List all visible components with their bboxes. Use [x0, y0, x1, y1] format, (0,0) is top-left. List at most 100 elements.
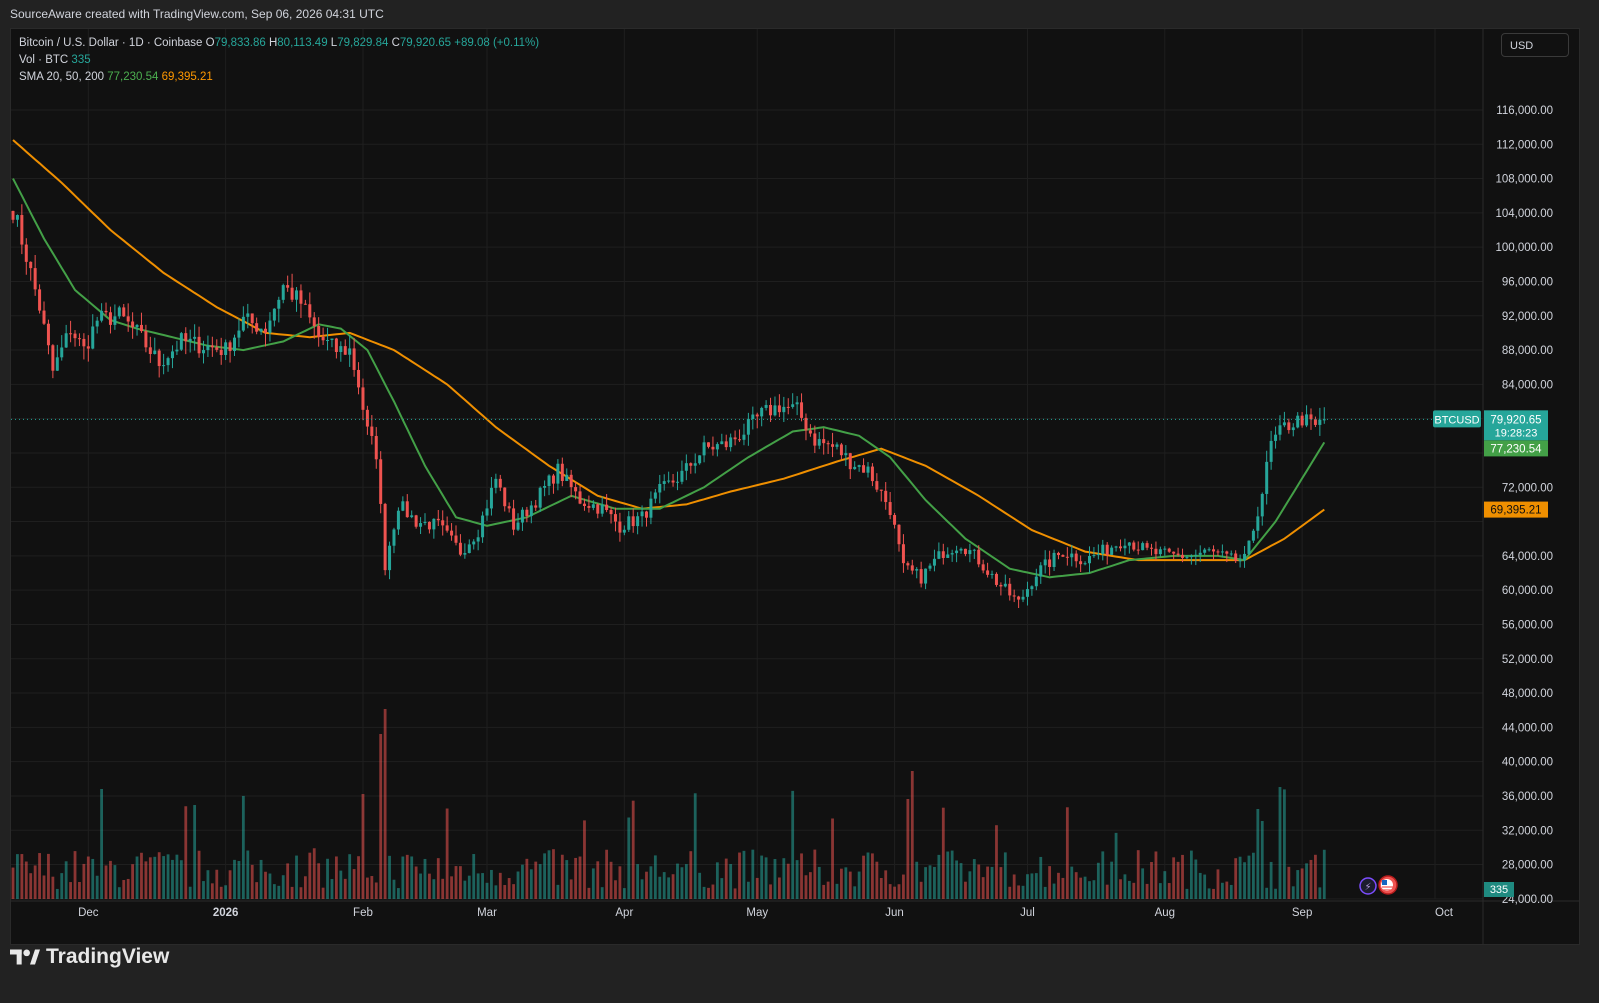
volume-bar: [512, 884, 515, 899]
candle-body: [77, 338, 81, 340]
volume-bar: [1322, 849, 1326, 899]
candle-body: [201, 350, 205, 354]
candle-body: [853, 466, 857, 470]
candle: [853, 461, 857, 470]
candle: [1052, 549, 1056, 572]
candle: [596, 503, 600, 519]
candle: [1322, 407, 1326, 424]
tradingview-brand[interactable]: TradingView: [10, 945, 169, 969]
volume-bar: [738, 852, 741, 899]
candle-body: [857, 465, 861, 467]
volume-bar: [388, 855, 391, 899]
candle-body: [755, 414, 759, 417]
candle: [1260, 492, 1264, 526]
candle: [1189, 554, 1193, 565]
volume-bar: [924, 867, 927, 899]
candle: [268, 312, 272, 342]
volume-bar: [334, 856, 338, 899]
candle-body: [1039, 565, 1043, 577]
candle: [875, 473, 879, 493]
candle-body: [671, 480, 675, 483]
volume-bar: [782, 858, 786, 899]
candle: [1282, 411, 1286, 428]
volume-bar: [91, 858, 95, 899]
candle-body: [388, 545, 392, 571]
candle: [556, 459, 560, 491]
candle-body: [738, 439, 742, 441]
legend-ohlc-row: Bitcoin / U.S. Dollar · 1D · Coinbase O7…: [19, 35, 539, 52]
candle-body: [1158, 549, 1162, 555]
volume-label[interactable]: Vol · BTC: [19, 54, 69, 66]
volume-bar: [560, 854, 564, 899]
volume-bar: [1300, 868, 1304, 899]
volume-bar: [853, 886, 857, 899]
volume-bar: [1225, 881, 1229, 899]
volume-bar: [1260, 821, 1264, 899]
candle: [312, 312, 316, 339]
candle-body: [498, 478, 502, 488]
candle-body: [450, 530, 454, 536]
candle-body: [613, 514, 617, 522]
volume-bar: [999, 867, 1003, 899]
volume-bar: [450, 876, 453, 899]
candle: [910, 559, 914, 575]
price-tick-label: 24,000.00: [1502, 894, 1553, 906]
candle: [560, 457, 564, 487]
price-chart[interactable]: 116,000.00 112,000.00 108,000.00 104,000.00…: [11, 29, 1579, 944]
candle: [157, 348, 161, 378]
candle-body: [401, 501, 405, 511]
candle: [644, 510, 648, 527]
price-tick-label: 96,000.00: [1502, 276, 1553, 288]
candle: [166, 356, 170, 372]
volume-bar: [1265, 887, 1269, 899]
candle: [82, 333, 86, 360]
candle: [622, 525, 626, 536]
candle: [884, 482, 888, 510]
candle-body: [875, 481, 879, 490]
volume-bar: [264, 871, 267, 899]
volume-bar: [1065, 807, 1069, 899]
volume-bar: [800, 853, 803, 899]
candle-body: [1243, 553, 1247, 561]
candle: [808, 424, 812, 437]
currency-button[interactable]: USD: [1501, 33, 1569, 57]
chart-panel[interactable]: 116,000.00 112,000.00 108,000.00 104,000.00…: [10, 28, 1580, 945]
candle-body: [800, 402, 804, 418]
volume-value: 335: [71, 54, 91, 66]
sma-label[interactable]: SMA 20, 50, 200: [19, 71, 105, 83]
candle-body: [86, 346, 90, 349]
volume-bar: [507, 878, 511, 899]
price-tick-label: 32,000.00: [1502, 825, 1553, 837]
volume-bar: [618, 866, 622, 899]
candle-body: [15, 215, 19, 220]
volume-bar: [432, 879, 436, 899]
candle: [1039, 562, 1043, 584]
candle-body: [897, 524, 901, 545]
candle: [512, 499, 516, 536]
candle-body: [42, 310, 46, 324]
volume-bar: [1039, 856, 1043, 899]
candle-body: [516, 522, 520, 530]
candle-body: [1189, 555, 1193, 558]
candle: [1198, 545, 1202, 562]
candle: [1132, 540, 1136, 552]
candle-body: [689, 463, 693, 466]
candle-body: [901, 544, 905, 564]
candle-body: [441, 520, 445, 526]
volume-bar: [1057, 872, 1060, 899]
volume-bar: [459, 866, 462, 899]
price-axis: 116,000.00 112,000.00 108,000.00 104,000.00…: [1495, 105, 1553, 906]
candle: [680, 460, 684, 485]
candle: [476, 529, 480, 551]
candle-body: [653, 492, 657, 499]
volume-bar: [95, 875, 99, 899]
volume-tag: 335: [1484, 882, 1514, 897]
symbol-title[interactable]: Bitcoin / U.S. Dollar · 1D · Coinbase: [19, 37, 203, 49]
volume-bar: [733, 888, 737, 899]
volume-bar: [343, 878, 347, 899]
candle: [405, 494, 409, 518]
volume-bar: [1008, 886, 1012, 899]
volume-bar: [1314, 854, 1317, 899]
candle-body: [1087, 555, 1091, 564]
candle-body: [494, 478, 498, 488]
